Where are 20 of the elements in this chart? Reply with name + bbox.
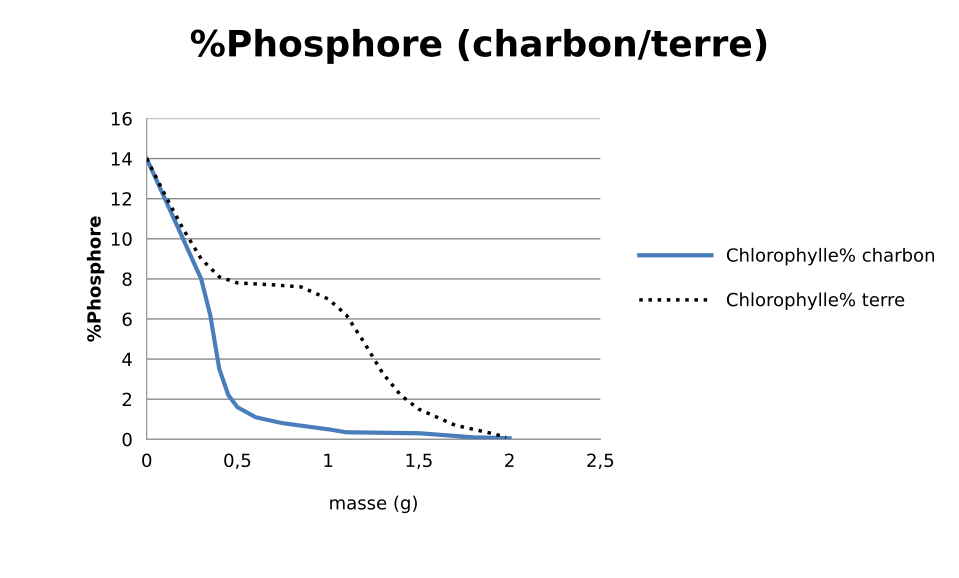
x-tick-label: 2 bbox=[505, 453, 514, 467]
y-tick-label: 14 bbox=[112, 152, 132, 166]
y-tick-label: 2 bbox=[122, 392, 132, 406]
x-tick-label: 0 bbox=[142, 453, 152, 468]
x-tick-label: 2,5 bbox=[587, 453, 614, 469]
y-axis-title: %Phosphore bbox=[86, 216, 104, 342]
y-tick-label: 0 bbox=[122, 432, 132, 446]
legend-label: Chlorophylle% terre bbox=[726, 292, 904, 310]
y-tick-label: 12 bbox=[112, 192, 132, 206]
chart-title: %Phosphore (charbon/terre) bbox=[190, 28, 766, 64]
y-tick-label: 8 bbox=[122, 272, 132, 286]
x-tick-label: 0,5 bbox=[224, 453, 250, 469]
x-tick-label: 1 bbox=[324, 454, 332, 467]
y-tick-label: 10 bbox=[112, 232, 132, 246]
legend-label: Chlorophylle% charbon bbox=[726, 248, 934, 266]
x-axis-title: masse (g) bbox=[330, 496, 417, 514]
y-tick-label: 6 bbox=[122, 312, 132, 326]
y-tick-label: 16 bbox=[112, 112, 132, 126]
x-tick-label: 1,5 bbox=[406, 454, 432, 469]
y-tick-label: 4 bbox=[122, 352, 132, 366]
